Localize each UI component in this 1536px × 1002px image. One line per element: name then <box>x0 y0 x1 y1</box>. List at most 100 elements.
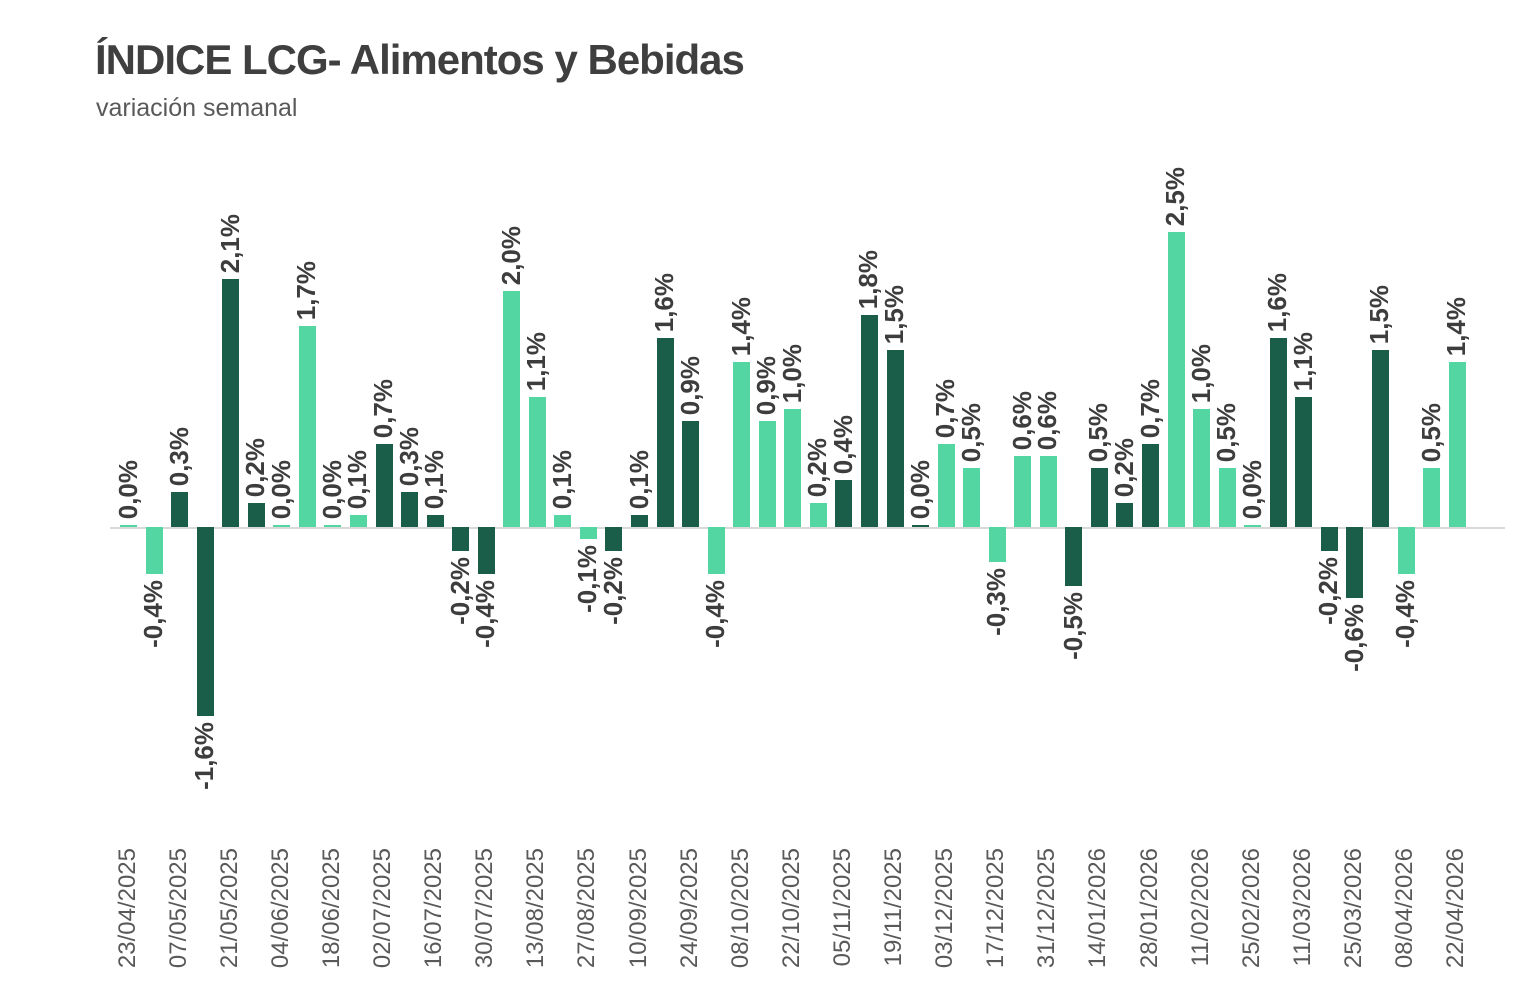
bar-value-label: -0,4% <box>700 580 731 648</box>
x-axis-tick-label: 18/06/2025 <box>317 848 345 969</box>
bar-value-label: 1,6% <box>649 272 680 332</box>
bar-value-label: 0,1% <box>342 449 373 509</box>
bar-value-label: -0,4% <box>470 580 501 648</box>
bar <box>1448 362 1466 527</box>
x-axis-tick-label: 08/04/2026 <box>1391 848 1418 969</box>
bar-value-label: 0,1% <box>546 449 577 509</box>
x-axis-baseline <box>110 527 1505 529</box>
bar <box>196 527 214 716</box>
bar <box>298 326 316 527</box>
bar <box>733 362 751 527</box>
bar <box>222 279 240 527</box>
x-axis-tick-label: 22/10/2025 <box>777 848 805 969</box>
bar-value-label: 1,4% <box>1441 296 1472 356</box>
bar-value-label: 0,5% <box>1211 402 1242 462</box>
bar <box>477 527 495 574</box>
bar <box>758 421 776 527</box>
bar <box>1371 350 1389 527</box>
bar <box>375 444 393 527</box>
bar-value-label: 0,0% <box>112 459 143 519</box>
bar-value-label: 1,4% <box>725 296 756 356</box>
chart-title: ÍNDICE LCG- Alimentos y Bebidas <box>95 36 745 83</box>
bar-value-label: 0,0% <box>265 459 296 519</box>
bar-value-label: 1,1% <box>1287 331 1318 391</box>
bar-value-label: -1,6% <box>189 722 220 790</box>
bar <box>1193 409 1211 527</box>
x-axis-tick-label: 23/04/2025 <box>113 848 141 969</box>
bar-value-label: 1,5% <box>1364 284 1395 344</box>
x-axis-tick-label: 04/06/2025 <box>266 848 294 969</box>
x-axis-tick-label: 27/08/2025 <box>573 848 601 969</box>
bar <box>860 315 878 527</box>
bar-value-label: 0,7% <box>1134 378 1165 438</box>
bar-value-label: -0,6% <box>1338 604 1369 672</box>
bar <box>324 525 342 527</box>
bar <box>247 503 265 527</box>
bar-value-label: 0,7% <box>930 378 961 438</box>
bar-value-label: 2,1% <box>214 213 245 273</box>
bar <box>503 291 521 527</box>
x-axis-tick-label: 05/11/2025 <box>828 848 856 967</box>
bar <box>886 350 904 527</box>
bar-value-label: -0,5% <box>1057 592 1088 660</box>
bar <box>1423 468 1441 527</box>
bar <box>1167 232 1185 527</box>
bar <box>273 525 291 527</box>
bar <box>682 421 700 527</box>
x-axis-tick-label: 17/12/2025 <box>982 848 1010 969</box>
bar <box>937 444 955 527</box>
bar <box>605 527 623 551</box>
bar-value-label: 0,9% <box>674 355 705 415</box>
bar-value-label: 0,5% <box>955 402 986 462</box>
bar-value-label: 1,7% <box>291 260 322 320</box>
bar-value-label: 0,2% <box>1108 437 1139 497</box>
x-axis-tick-label: 02/07/2025 <box>369 848 396 969</box>
x-axis-tick-label: 03/12/2025 <box>931 848 959 969</box>
bar-value-label: -0,3% <box>981 568 1012 636</box>
x-axis-tick-label: 13/08/2025 <box>522 848 550 969</box>
bar-value-label: -0,2% <box>597 557 628 625</box>
bar <box>1346 527 1364 598</box>
bar-value-label: 0,4% <box>827 414 858 474</box>
bar <box>1142 444 1159 527</box>
bar <box>1014 456 1032 527</box>
bar <box>809 503 827 527</box>
bar-value-label: 0,1% <box>419 449 450 509</box>
bar <box>656 338 674 527</box>
x-axis-tick-label: 22/04/2026 <box>1442 848 1470 969</box>
bar <box>452 527 470 551</box>
bar <box>1269 338 1287 527</box>
bar <box>1320 527 1338 551</box>
x-axis-tick-label: 31/12/2025 <box>1033 848 1061 969</box>
x-axis-tick-label: 25/03/2026 <box>1339 848 1367 969</box>
bar <box>145 527 163 574</box>
bar-value-label: -0,4% <box>138 580 169 648</box>
bar-value-label: 1,0% <box>776 343 807 403</box>
x-axis-tick-label: 16/07/2025 <box>420 848 448 969</box>
bar <box>1397 527 1415 574</box>
x-axis-tick-label: 30/07/2025 <box>471 848 499 969</box>
x-axis-tick-label: 07/05/2025 <box>164 848 192 969</box>
bar <box>1116 503 1134 527</box>
bar-value-label: 0,5% <box>1415 402 1446 462</box>
x-axis-tick-label: 08/10/2025 <box>726 848 754 969</box>
bar-value-label: 1,1% <box>521 331 552 391</box>
x-axis-tick-label: 28/01/2026 <box>1135 848 1163 969</box>
bar <box>401 492 419 527</box>
x-axis-tick-label: 24/09/2025 <box>675 848 703 969</box>
bar-value-label: 1,6% <box>1262 272 1293 332</box>
bar <box>1244 525 1262 527</box>
bar <box>707 527 725 574</box>
bar <box>963 468 981 527</box>
x-axis-tick-label: 25/02/2026 <box>1237 848 1265 969</box>
bar <box>784 409 802 527</box>
bar-value-label: 2,0% <box>495 225 526 285</box>
bar <box>1295 397 1313 527</box>
x-axis-tick-label: 10/09/2025 <box>624 848 652 969</box>
bar-value-label: 0,3% <box>163 426 194 486</box>
bar <box>120 525 137 527</box>
chart-subtitle: variación semanal <box>96 94 298 122</box>
x-axis-tick-label: 19/11/2025 <box>880 848 907 967</box>
bar <box>426 515 444 527</box>
